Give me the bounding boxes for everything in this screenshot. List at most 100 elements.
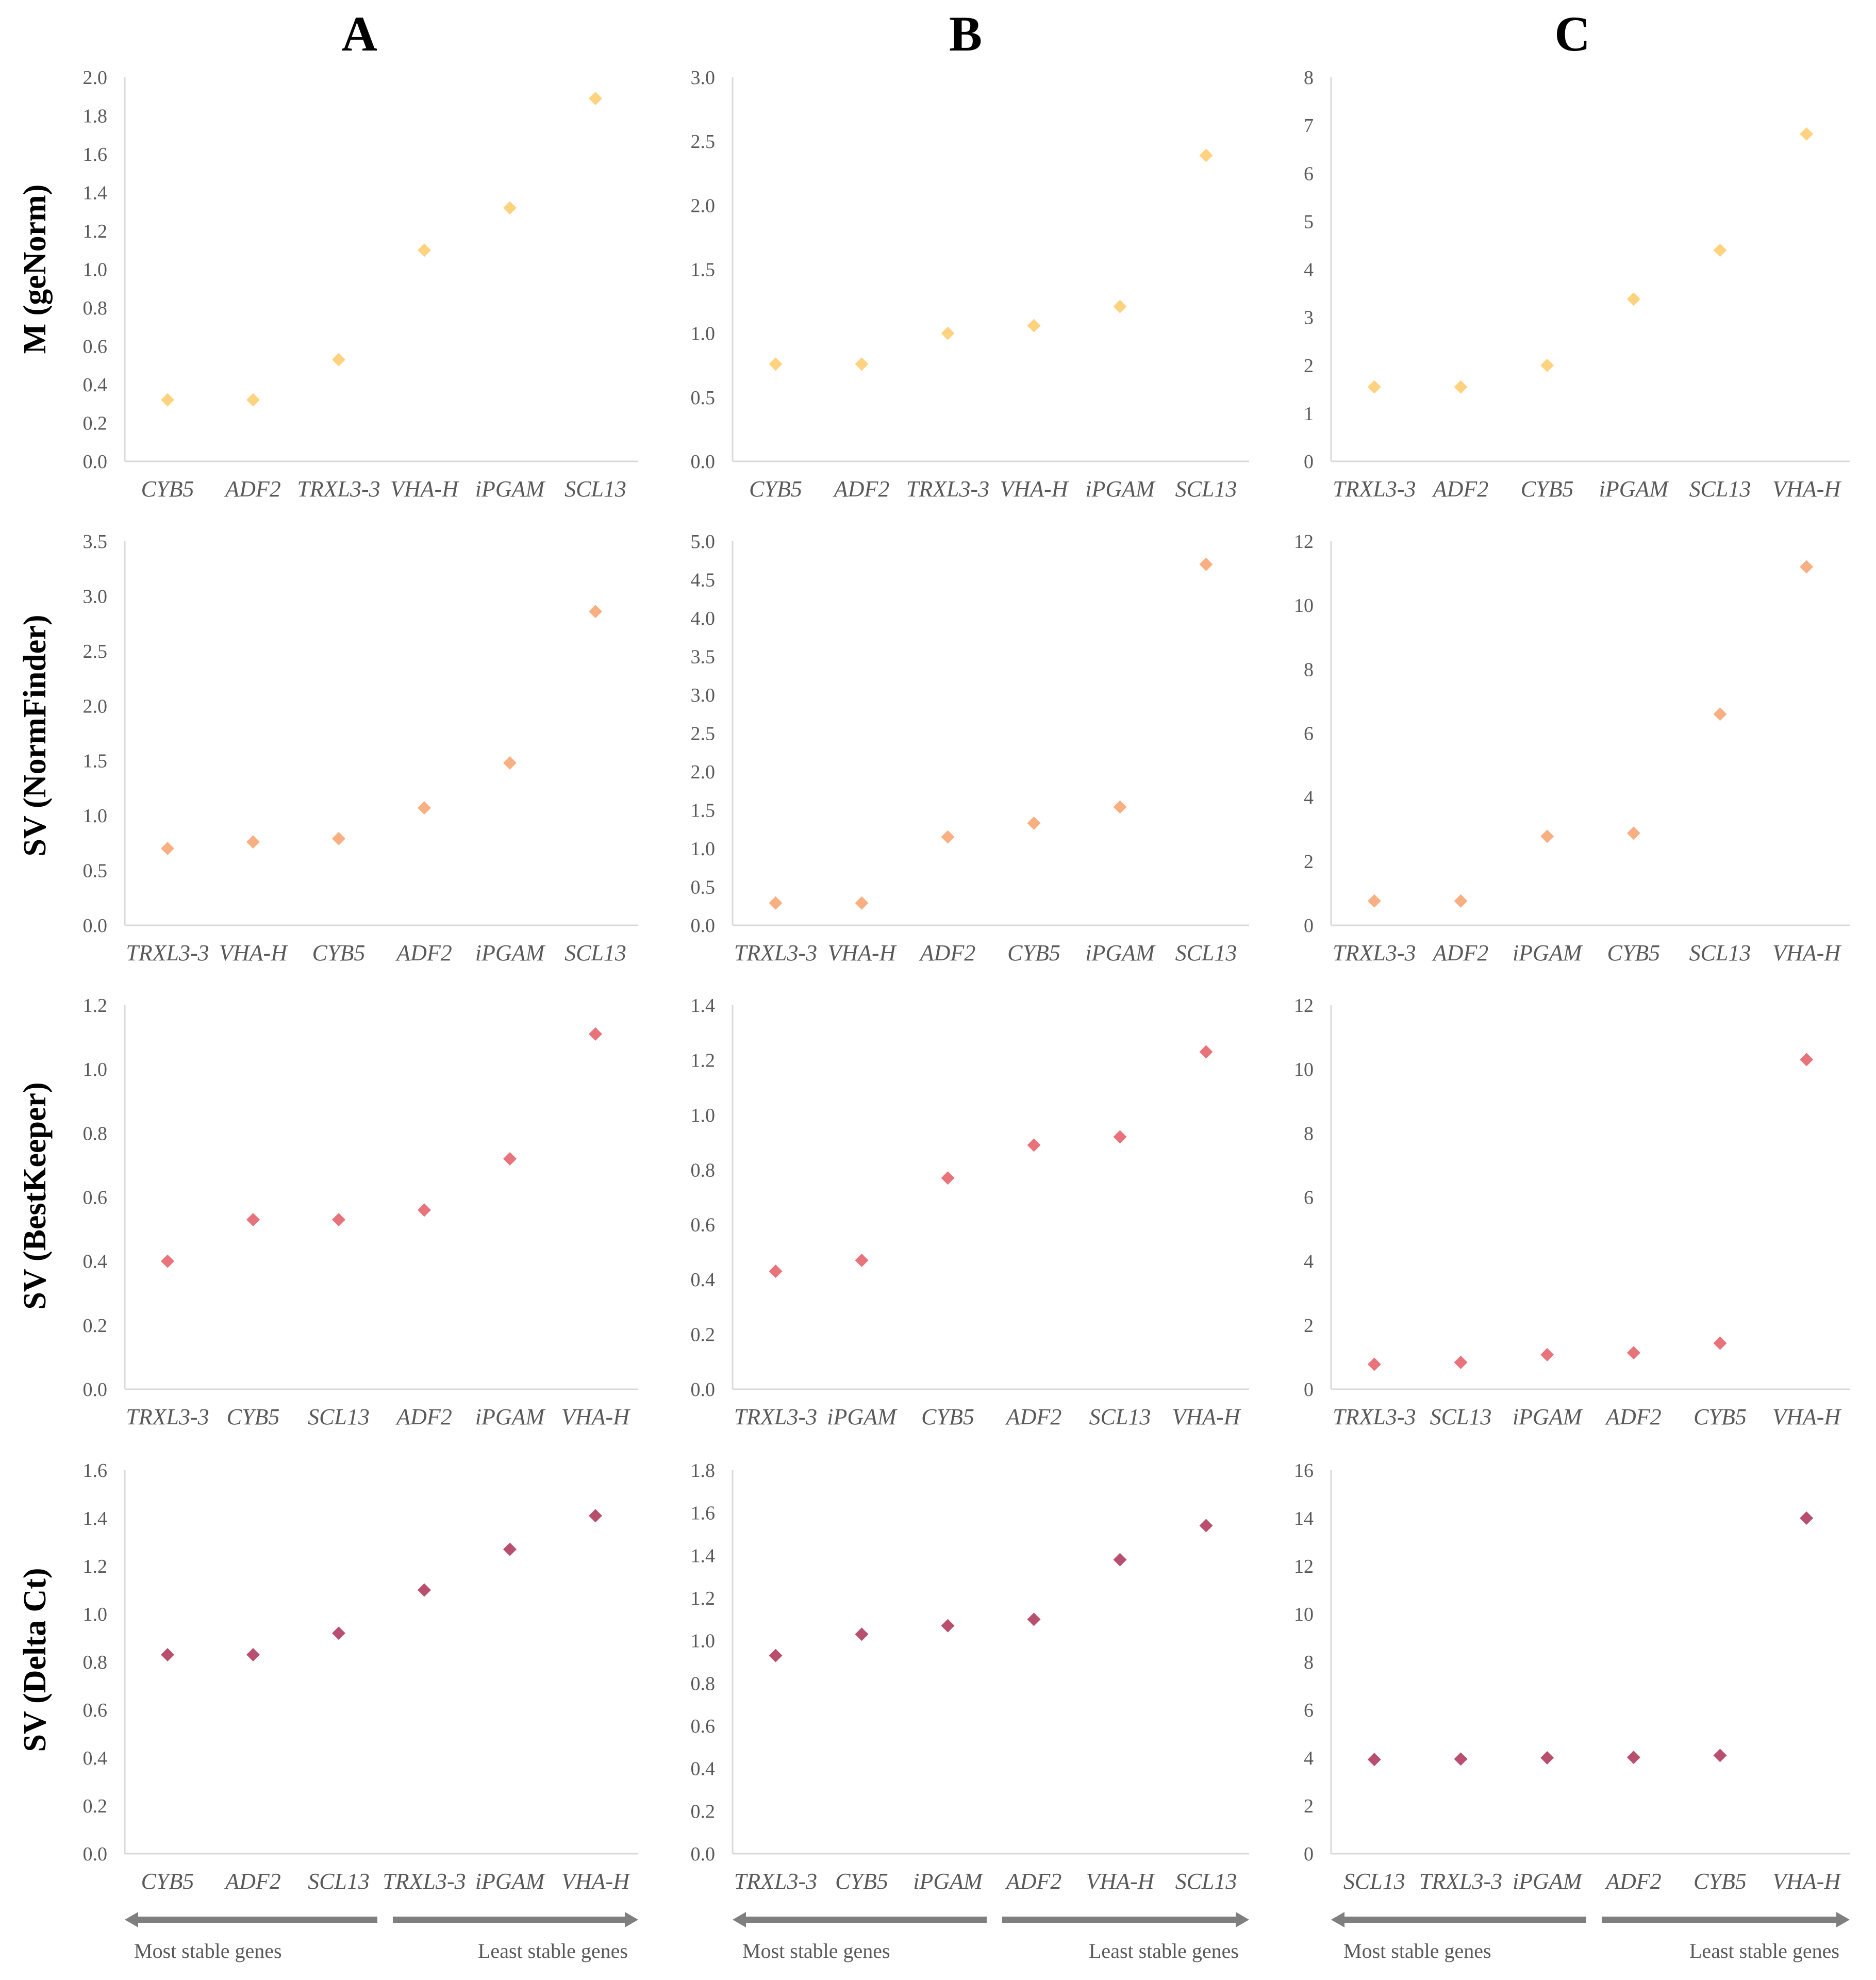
y-tick-label: 0.8: [83, 1652, 108, 1673]
y-tick-label: 1.4: [691, 1545, 716, 1567]
y-tick-label: 0: [1304, 451, 1314, 473]
y-tick-label: 3.5: [691, 646, 716, 668]
y-tick-label: 1.0: [83, 1059, 108, 1080]
y-tick-label: 1.0: [83, 1604, 108, 1625]
data-point-scl13: [1113, 1130, 1127, 1144]
data-point-trxl3-3: [1367, 380, 1381, 394]
y-tick-label: 0.0: [691, 1379, 716, 1401]
chart-bestkeeper-c: 0 2 4 6 8 10 12 TRXL3-3 SCL13 iPGAM ADF2 CYB5 VHA-H: [1294, 995, 1850, 1429]
y-tick-label: 3.0: [691, 67, 716, 89]
data-point-adf2: [1626, 1751, 1640, 1765]
x-tick-label-trxl3-3: TRXL3-3: [1333, 940, 1416, 966]
least-stable-arrow-b: [1002, 1912, 1249, 1927]
y-tick-label: 12: [1294, 531, 1314, 553]
least-stable-arrow-c: [1602, 1912, 1850, 1927]
y-tick-label: 0.2: [83, 1795, 108, 1817]
y-tick-label: 0.0: [691, 1843, 716, 1865]
y-tick-label: 0.4: [83, 374, 108, 396]
y-tick-label: 0.2: [691, 1324, 716, 1346]
most-stable-arrow-c: [1331, 1912, 1586, 1927]
x-tick-label-vha-h: VHA-H: [1000, 476, 1069, 502]
chart-normfinder-a: 0.0 0.5 1.0 1.5 2.0 2.5 3.0 3.5 TRXL3-3 VHA-H CYB5…: [83, 531, 638, 966]
data-point-scl13: [589, 91, 602, 105]
data-point-adf2: [1027, 1138, 1041, 1152]
x-tick-label-cyb5: CYB5: [1521, 476, 1574, 502]
data-point-scl13: [1367, 1753, 1381, 1767]
y-tick-label: 7: [1304, 115, 1314, 137]
y-tick-label: 16: [1294, 1460, 1314, 1482]
data-point-cyb5: [1626, 826, 1640, 840]
y-tick-label: 0.4: [691, 1758, 716, 1780]
y-tick-label: 0.0: [83, 451, 108, 473]
y-tick-label: 0.4: [691, 1269, 716, 1291]
x-tick-label-adf2: ADF2: [224, 1869, 281, 1894]
data-point-trxl3-3: [418, 1583, 431, 1597]
data-point-adf2: [941, 830, 955, 844]
y-tick-label: 0.2: [83, 413, 108, 435]
x-tick-label-adf2: ADF2: [1005, 1869, 1062, 1894]
x-tick-label-ipgam: iPGAM: [1085, 476, 1156, 502]
y-tick-label: 0.6: [83, 1700, 108, 1721]
x-tick-label-trxl3-3: TRXL3-3: [734, 1404, 817, 1429]
x-tick-label-vha-h: VHA-H: [1172, 1404, 1241, 1429]
x-tick-label-ipgam: iPGAM: [475, 940, 546, 966]
x-tick-label-scl13: SCL13: [1689, 940, 1751, 966]
footer-most-stable-a: Most stable genes: [134, 1939, 282, 1962]
data-point-vha-h: [1113, 1553, 1127, 1567]
x-tick-label-ipgam: iPGAM: [475, 1404, 546, 1429]
footer-least-stable-a: Least stable genes: [478, 1939, 628, 1962]
row-label-delta-ct: SV (Delta Ct): [18, 1568, 53, 1752]
y-tick-label: 0.5: [691, 387, 716, 409]
y-tick-label: 0.6: [691, 1214, 716, 1236]
x-tick-label-vha-h: VHA-H: [1772, 1404, 1841, 1429]
x-tick-label-vha-h: VHA-H: [390, 476, 459, 502]
data-point-cyb5: [769, 357, 783, 371]
stability-arrows: [125, 1912, 1850, 1927]
y-tick-label: 0.2: [83, 1315, 108, 1337]
chart-delta-ct-c: 0 2 4 6 8 10 12 14 16 SCL13 TRXL3-3 iPGAM ADF2 CYB5 VH…: [1294, 1460, 1850, 1894]
data-point-ipgam: [941, 1619, 955, 1633]
x-tick-label-adf2: ADF2: [833, 476, 890, 502]
x-tick-label-scl13: SCL13: [1175, 940, 1237, 966]
y-tick-label: 1.6: [83, 1460, 108, 1482]
column-label-c: C: [1554, 6, 1590, 61]
data-point-scl13: [1199, 557, 1213, 571]
data-point-cyb5: [246, 1212, 260, 1226]
x-tick-label-vha-h: VHA-H: [1772, 476, 1841, 502]
x-tick-label-ipgam: iPGAM: [475, 476, 546, 502]
data-point-vha-h: [246, 835, 260, 849]
x-tick-label-scl13: SCL13: [1689, 476, 1751, 502]
data-point-ipgam: [1113, 800, 1127, 814]
data-point-adf2: [418, 1203, 431, 1217]
most-stable-arrow-b: [733, 1912, 987, 1927]
y-tick-label: 2.0: [691, 761, 716, 783]
y-tick-label: 1: [1304, 403, 1314, 425]
x-tick-label-cyb5: CYB5: [1607, 940, 1660, 966]
least-stable-arrow-a: [393, 1912, 638, 1927]
y-tick-label: 1.0: [691, 1105, 716, 1126]
x-tick-label-trxl3-3: TRXL3-3: [1419, 1869, 1502, 1894]
y-tick-label: 0.6: [83, 1187, 108, 1209]
data-point-trxl3-3: [1367, 894, 1381, 908]
chart-delta-ct-a: 0.0 0.2 0.4 0.6 0.8 1.0 1.2 1.4 1.6 CYB5 ADF2 SCL13…: [83, 1460, 638, 1894]
x-tick-label-trxl3-3: TRXL3-3: [734, 1869, 817, 1894]
data-point-vha-h: [1800, 1053, 1814, 1067]
y-tick-label: 2.5: [691, 131, 716, 153]
y-tick-label: 12: [1294, 995, 1314, 1017]
data-point-ipgam: [503, 1152, 517, 1166]
y-tick-label: 0.8: [83, 297, 108, 319]
y-tick-label: 3.0: [83, 586, 108, 607]
y-tick-label: 1.5: [691, 800, 716, 822]
footer-least-stable-c: Least stable genes: [1689, 1939, 1839, 1962]
y-tick-label: 10: [1294, 1604, 1314, 1625]
data-point-adf2: [418, 801, 431, 815]
y-tick-label: 0.5: [83, 860, 108, 882]
data-point-ipgam: [1540, 829, 1554, 843]
x-tick-label-ipgam: iPGAM: [1599, 476, 1670, 502]
chart-genorm-a: 0.0 0.2 0.4 0.6 0.8 1.0 1.2 1.4 1.6 1.8 2.0 CYB5 ADF…: [83, 67, 638, 502]
y-tick-label: 1.6: [691, 1503, 716, 1524]
data-point-scl13: [1713, 707, 1727, 721]
x-tick-label-ipgam: iPGAM: [1513, 940, 1583, 966]
x-tick-label-trxl3-3: TRXL3-3: [1333, 1404, 1416, 1429]
x-tick-label-ipgam: iPGAM: [475, 1869, 546, 1894]
